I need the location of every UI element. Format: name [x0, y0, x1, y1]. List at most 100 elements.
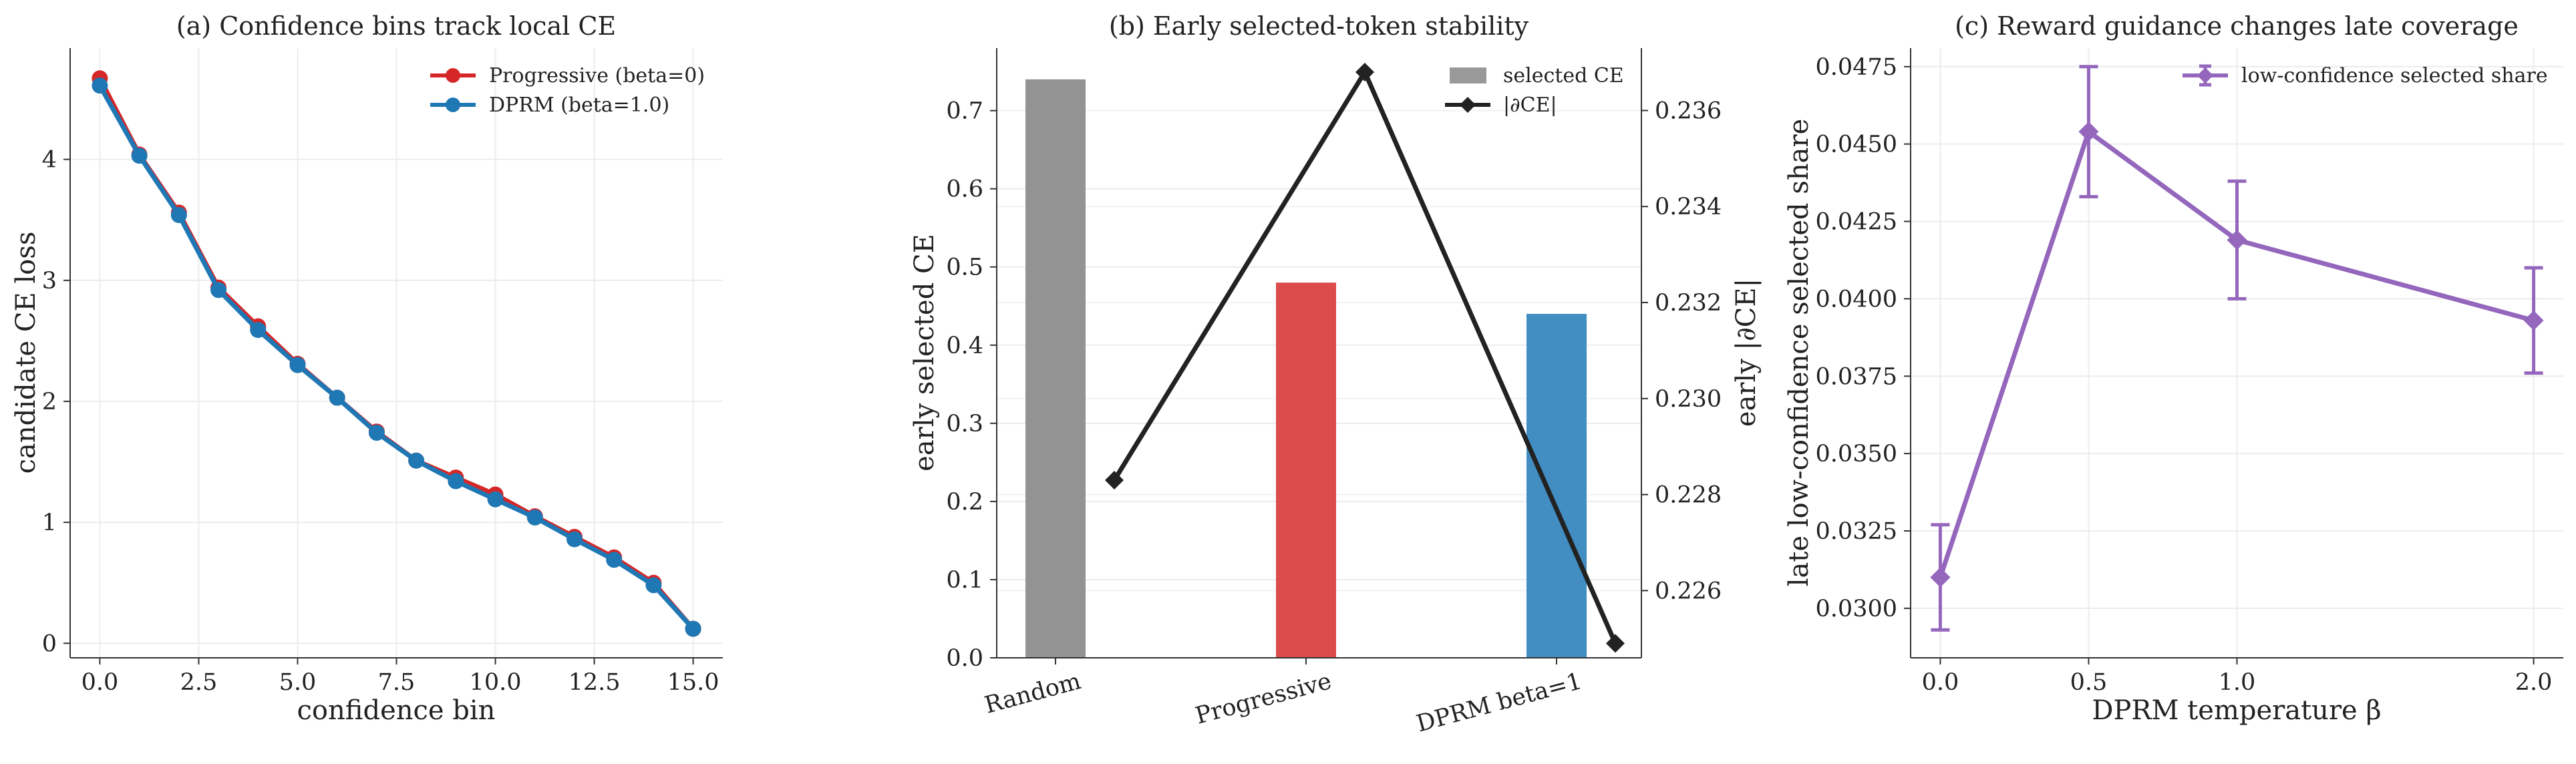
y-tick-label: 0.3	[946, 411, 983, 437]
data-point-share	[2523, 310, 2544, 331]
data-point-dprm	[606, 552, 623, 568]
panel-b-line-series	[1105, 62, 1625, 653]
y2-tick-label: 0.236	[1655, 98, 1722, 124]
x-category-label: DPRM beta=1	[1414, 668, 1585, 738]
data-point-dce	[1606, 634, 1625, 653]
panel-c: (c) Reward guidance changes late coverag…	[1784, 11, 2563, 726]
panel-b-title: (b) Early selected-token stability	[1109, 11, 1529, 41]
bar-2	[1526, 313, 1587, 658]
data-point-share	[2078, 122, 2099, 142]
data-point-share	[1930, 567, 1951, 588]
data-point-dprm	[526, 509, 543, 526]
data-point-dprm	[170, 206, 187, 223]
panel-a-y-label: candidate CE loss	[11, 232, 41, 474]
panel-c-x-ticks: 0.0 0.5 1.0 2.0	[1922, 658, 2553, 696]
y-tick-label: 0.0475	[1816, 54, 1897, 81]
y-tick-label: 0.0325	[1816, 518, 1897, 545]
y-tick-label: 2	[42, 389, 57, 415]
data-point-dprm	[566, 531, 583, 548]
data-point-dprm	[408, 452, 425, 469]
panel-b: (b) Early selected-token stability 0.00.…	[909, 11, 1762, 738]
panel-b-x-ticks: Random Progressive DPRM beta=1	[982, 658, 1585, 738]
data-point-dprm	[131, 148, 148, 164]
panel-a-legend: Progressive (beta=0) DPRM (beta=1.0)	[430, 64, 705, 117]
x-tick-label: 0.0	[1922, 669, 1959, 696]
x-tick-label: 0.5	[2070, 669, 2108, 696]
y2-tick-label: 0.226	[1655, 578, 1722, 604]
data-point-dce	[1105, 471, 1124, 490]
data-point-dprm	[448, 473, 464, 490]
panel-a-title: (a) Confidence bins track local CE	[176, 11, 616, 41]
panel-b-y2-ticks: 0.226 0.228 0.230 0.232 0.234 0.236	[1641, 98, 1722, 604]
panel-b-y-label: early selected CE	[909, 234, 940, 471]
data-point-dprm	[645, 577, 662, 594]
y-tick-label: 0.4	[946, 333, 983, 359]
x-tick-label: 5.0	[279, 669, 317, 696]
legend-label-share: low-confidence selected share	[2241, 64, 2548, 87]
panel-b-legend: selected CE |∂CE|	[1445, 64, 1624, 117]
series-line-dprm	[98, 84, 695, 630]
data-point-dprm	[685, 620, 701, 637]
panel-a-y-ticks: 0 1 2 3 4	[42, 147, 70, 657]
y-tick-label: 0.7	[946, 98, 983, 125]
legend-label-selected-ce: selected CE	[1503, 64, 1624, 87]
legend-label-dprm: DPRM (beta=1.0)	[489, 93, 669, 117]
x-tick-label: 10.0	[470, 669, 522, 696]
y-tick-label: 0.0	[946, 645, 983, 672]
y-tick-label: 4	[42, 147, 57, 174]
series-line-share	[1938, 129, 2535, 578]
y-tick-label: 0.1	[946, 567, 983, 594]
x-category-label: Random	[982, 668, 1084, 719]
panel-b-y2-label: early |∂CE|	[1731, 278, 1762, 427]
y2-tick-label: 0.228	[1655, 482, 1722, 509]
legend-marker-share	[2197, 67, 2213, 83]
data-point-dprm	[487, 491, 504, 508]
y-tick-label: 0.0300	[1816, 596, 1897, 622]
y-tick-label: 0.0425	[1816, 209, 1897, 236]
y-tick-label: 0.2	[946, 489, 983, 516]
y-tick-label: 0.5	[946, 254, 983, 281]
bar-0	[1025, 79, 1086, 658]
x-tick-label: 12.5	[569, 669, 621, 696]
data-point-dprm	[210, 282, 227, 299]
x-tick-label: 15.0	[667, 669, 719, 696]
data-point-dprm	[92, 77, 108, 94]
panel-c-series	[1930, 65, 2544, 632]
x-tick-label: 0.0	[82, 669, 119, 696]
bar-1	[1276, 282, 1336, 658]
panel-a-x-ticks: 0.0 2.5 5.0 7.5 10.0 12.5 15.0	[82, 658, 719, 696]
y-tick-label: 0.0400	[1816, 286, 1897, 313]
data-point-dprm	[368, 425, 385, 441]
x-tick-label: 7.5	[378, 669, 416, 696]
y-tick-label: 0	[42, 630, 57, 657]
panel-a: (a) Confidence bins track local CE 0.0 2.…	[11, 11, 723, 726]
y-tick-label: 0.0450	[1816, 132, 1897, 158]
legend-swatch-selected-ce	[1450, 67, 1486, 83]
data-point-dprm	[329, 389, 345, 406]
y2-tick-label: 0.232	[1655, 290, 1722, 317]
legend-label-progressive: Progressive (beta=0)	[489, 64, 705, 87]
panel-c-x-label: DPRM temperature β	[2092, 695, 2381, 726]
legend-label-dce: |∂CE|	[1503, 93, 1557, 117]
y-tick-label: 1	[42, 510, 57, 536]
x-tick-label: 2.5	[180, 669, 218, 696]
legend-marker-dce	[1460, 97, 1476, 113]
panel-c-y-label: late low-confidence selected share	[1784, 119, 1814, 587]
panel-b-bars	[1025, 79, 1587, 658]
y2-tick-label: 0.234	[1655, 194, 1722, 220]
panel-a-series	[92, 70, 701, 637]
x-tick-label: 2.0	[2515, 669, 2553, 696]
data-point-dprm	[250, 322, 267, 339]
panel-a-grid	[70, 48, 723, 658]
y-tick-label: 0.6	[946, 176, 983, 203]
panel-c-grid	[1911, 48, 2563, 658]
y2-tick-label: 0.230	[1655, 386, 1722, 413]
panel-a-x-label: confidence bin	[297, 695, 496, 726]
data-point-share	[2227, 230, 2247, 250]
panel-c-legend: low-confidence selected share	[2183, 64, 2548, 87]
data-point-dprm	[289, 357, 306, 373]
y-tick-label: 0.0350	[1816, 441, 1897, 467]
legend-marker-progressive	[446, 68, 460, 83]
panel-b-y-ticks: 0.0 0.1 0.2 0.3 0.4 0.5 0.6 0.7	[946, 98, 997, 672]
